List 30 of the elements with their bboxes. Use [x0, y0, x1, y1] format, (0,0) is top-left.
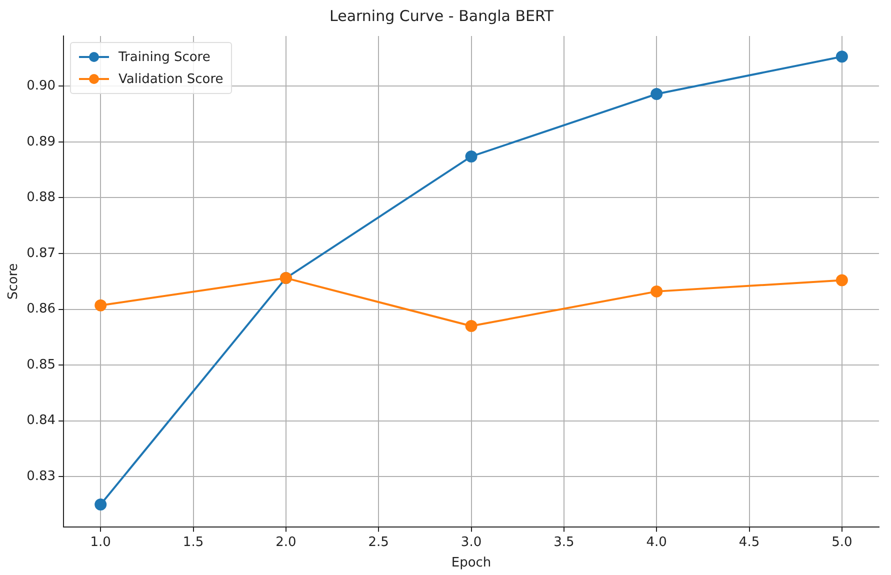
x-tick-label: 2.0 — [276, 534, 296, 550]
y-axis-title: Score — [6, 263, 22, 300]
point — [465, 150, 478, 162]
y-tick-label: 0.89 — [26, 134, 56, 150]
x-tick-label: 1.0 — [90, 534, 111, 550]
x-tick-label: 4.0 — [646, 534, 667, 550]
y-tick-label: 0.86 — [26, 302, 56, 317]
x-tick-label: 4.5 — [738, 534, 760, 550]
x-tick-label: 3.5 — [554, 534, 574, 550]
point — [94, 498, 107, 510]
point — [465, 320, 478, 332]
point — [836, 274, 848, 286]
x-tick-label: 1.5 — [182, 534, 204, 550]
chart-title: Learning Curve - Bangla BERT — [330, 6, 554, 25]
legend-label: Training Score — [118, 50, 210, 64]
point — [650, 88, 663, 100]
y-tick-label: 0.83 — [26, 468, 56, 484]
y-tick-label: 0.90 — [26, 78, 56, 94]
point — [94, 299, 107, 312]
y-tick-label: 0.84 — [26, 413, 56, 428]
x-tick-label: 3.0 — [460, 534, 482, 550]
point — [836, 50, 848, 63]
y-tick-label: 0.85 — [26, 357, 56, 372]
point — [650, 285, 663, 298]
y-tick-label: 0.87 — [26, 246, 56, 261]
legend-label: Validation Score — [118, 72, 224, 86]
y-tick-label: 0.88 — [26, 190, 56, 206]
x-axis-title: Epoch — [451, 556, 492, 571]
x-tick-label: 2.5 — [368, 534, 389, 550]
x-tick-label: 5.0 — [832, 534, 852, 550]
